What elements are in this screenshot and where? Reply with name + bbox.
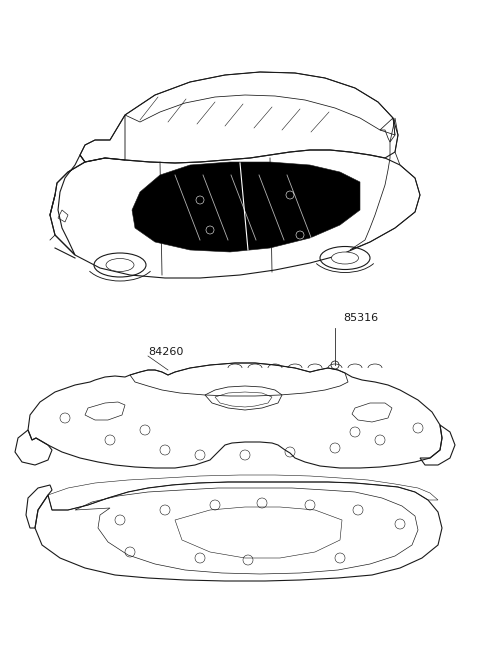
Text: 84260: 84260 <box>148 347 183 357</box>
Polygon shape <box>132 162 360 252</box>
Ellipse shape <box>106 258 134 272</box>
Ellipse shape <box>332 252 359 264</box>
Text: 85316: 85316 <box>343 313 378 323</box>
